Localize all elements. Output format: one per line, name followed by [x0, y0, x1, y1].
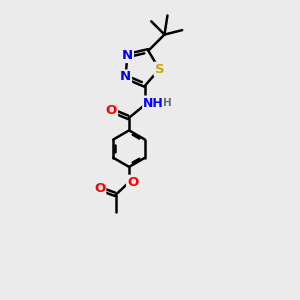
Text: NH: NH	[143, 97, 164, 110]
Text: N: N	[120, 70, 131, 83]
Text: S: S	[154, 63, 164, 76]
Text: O: O	[106, 104, 117, 117]
Text: N: N	[122, 49, 133, 62]
Text: H: H	[163, 98, 172, 108]
Text: O: O	[127, 176, 138, 189]
Text: O: O	[94, 182, 105, 195]
